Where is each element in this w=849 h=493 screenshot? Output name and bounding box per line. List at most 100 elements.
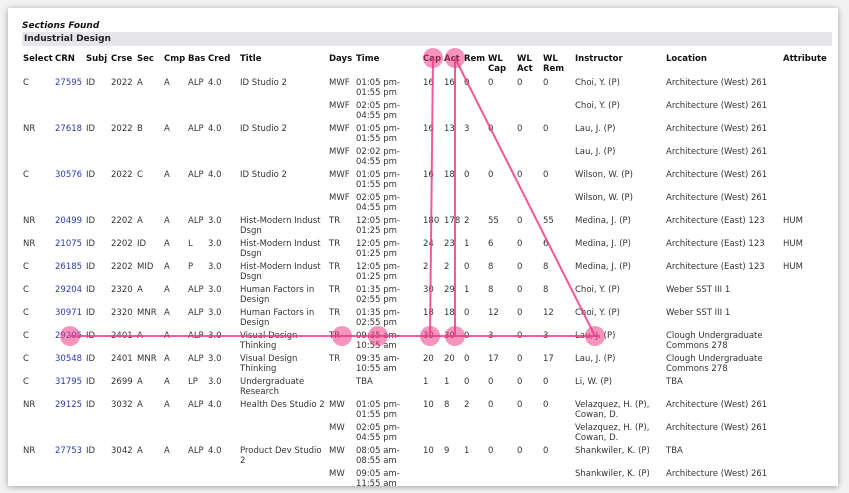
- cell: Medina, J. (P): [575, 216, 631, 226]
- cell: Architecture (East) 123: [666, 262, 765, 272]
- cell: 178: [444, 216, 461, 226]
- cell: [207, 467, 239, 486]
- section-row: C 27595 ID 2022 A A ALP 4.0 ID Studio 2 MWF 01:05 …: [22, 76, 827, 99]
- cell: [443, 191, 463, 214]
- cell: 0: [464, 354, 470, 364]
- crn-link[interactable]: 29204: [55, 285, 83, 295]
- cell: 0: [464, 331, 470, 341]
- crn-link[interactable]: 27753: [55, 446, 83, 456]
- cell: Shankwiler, K. (P): [575, 446, 650, 456]
- cell: 1: [464, 446, 470, 456]
- cell: [239, 99, 328, 122]
- cell: TR: [329, 331, 341, 341]
- cell: 18: [423, 308, 434, 318]
- cell: [422, 191, 443, 214]
- cell: [463, 99, 487, 122]
- crn-link[interactable]: 26185: [55, 262, 83, 272]
- column-header: WL Rem: [543, 54, 565, 74]
- crn-link[interactable]: 27618: [55, 124, 83, 134]
- cell: A: [137, 377, 143, 387]
- cell: 0: [488, 377, 494, 387]
- cell: Wilson, W. (P): [575, 193, 633, 203]
- column-header: Cred: [208, 54, 231, 64]
- crn-link[interactable]: 27595: [55, 78, 83, 88]
- crn-link[interactable]: 29205: [55, 331, 83, 341]
- column-header: Select: [23, 54, 53, 64]
- cell: A: [137, 78, 143, 88]
- cell: MWF: [329, 193, 350, 203]
- cell: [487, 421, 516, 444]
- cell: Human Factors in Design: [240, 308, 315, 328]
- cell: C: [23, 285, 29, 295]
- cell: 3.0: [208, 331, 222, 341]
- cell: ID Studio 2: [240, 170, 287, 180]
- column-header: CRN: [55, 54, 75, 64]
- cell: [85, 421, 110, 444]
- cell: [163, 467, 187, 486]
- cell: ID: [86, 216, 96, 226]
- cell: 2202: [111, 216, 133, 226]
- crn-link[interactable]: 30576: [55, 170, 83, 180]
- cell: 0: [543, 400, 549, 410]
- cell: ID: [86, 308, 96, 318]
- cell: [110, 99, 136, 122]
- cell: Weber SST III 1: [666, 285, 731, 295]
- cell: 0: [464, 78, 470, 88]
- cell: 08:05 am-08:55 am: [356, 446, 400, 466]
- cell: [782, 398, 827, 421]
- cell: 02:05 pm-04:55 pm: [356, 101, 400, 121]
- cell: [187, 145, 207, 168]
- cell: 2022: [111, 124, 133, 134]
- cell: [422, 421, 443, 444]
- crn-link[interactable]: 30971: [55, 308, 83, 318]
- column-header: Days: [329, 54, 353, 64]
- cell: HUM: [783, 262, 803, 272]
- cell: [187, 99, 207, 122]
- cell: 3.0: [208, 308, 222, 318]
- cell: 12:05 pm-01:25 pm: [356, 262, 400, 282]
- cell: 0: [517, 446, 523, 456]
- cell: [782, 76, 827, 99]
- cell: ALP: [188, 331, 204, 341]
- crn-link[interactable]: 29125: [55, 400, 83, 410]
- cell: 9: [444, 446, 450, 456]
- cell: Choi, Y. (P): [575, 285, 620, 295]
- crn-link[interactable]: 31795: [55, 377, 83, 387]
- cell: 01:35 pm-02:55 pm: [356, 308, 400, 328]
- cell: NR: [23, 239, 36, 249]
- cell: [136, 99, 163, 122]
- section-row: NR 27618 ID 2022 B A ALP 4.0 ID Studio 2 MWF 01:05…: [22, 122, 827, 145]
- cell: 8: [488, 285, 494, 295]
- cell: ID: [86, 170, 96, 180]
- section-row: C 29205 ID 2401 A A ALP 3.0 Visual Design Thinki…: [22, 329, 827, 352]
- column-header: WL Cap: [488, 54, 507, 74]
- cell: ALP: [188, 400, 204, 410]
- section-row: C 30971 ID 2320 MNR A ALP 3.0 Human Factors in D…: [22, 306, 827, 329]
- cell: MW: [329, 469, 345, 479]
- cell: A: [164, 170, 170, 180]
- cell: [54, 191, 85, 214]
- cell: A: [137, 216, 143, 226]
- cell: Architecture (West) 261: [666, 469, 768, 479]
- cell: L: [188, 239, 193, 249]
- cell: 01:05 pm-01:55 pm: [356, 170, 400, 190]
- cell: [782, 306, 827, 329]
- cell: 30: [423, 285, 434, 295]
- cell: [239, 191, 328, 214]
- crn-link[interactable]: 30548: [55, 354, 83, 364]
- section-row: MWF 02:02 pm-04:55 pm Lau, J. (P) Architect…: [22, 145, 827, 168]
- cell: Architecture (East) 123: [666, 239, 765, 249]
- section-row: NR 27753 ID 3042 A A ALP 4.0 Product Dev Studio …: [22, 444, 827, 467]
- cell: Architecture (West) 261: [666, 400, 768, 410]
- crn-link[interactable]: 20499: [55, 216, 83, 226]
- crn-link[interactable]: 21075: [55, 239, 83, 249]
- cell: A: [164, 308, 170, 318]
- cell: Architecture (West) 261: [666, 423, 768, 433]
- cell: [54, 145, 85, 168]
- cell: [422, 145, 443, 168]
- cell: [516, 145, 542, 168]
- cell: 0: [543, 124, 549, 134]
- cell: 55: [543, 216, 554, 226]
- cell: Architecture (West) 261: [666, 147, 768, 157]
- cell: 30: [423, 331, 434, 341]
